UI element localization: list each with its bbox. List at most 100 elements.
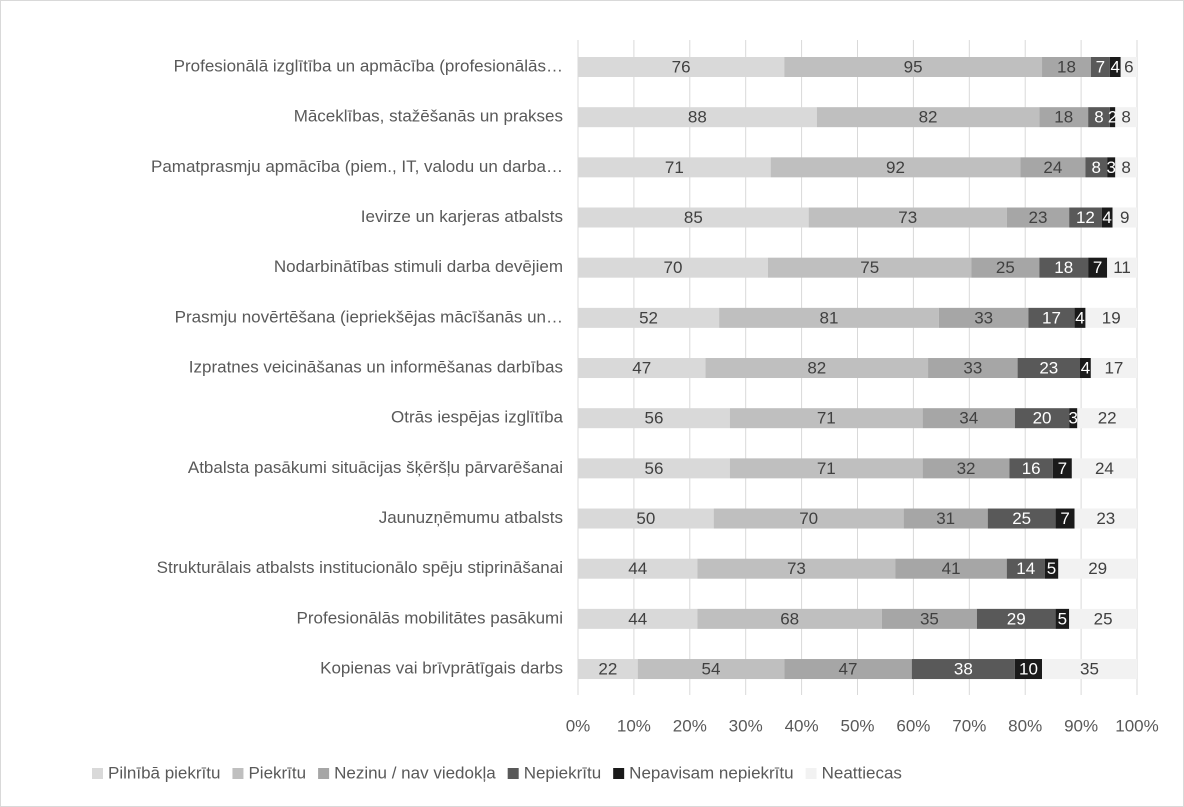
data-label: 44 xyxy=(628,609,647,628)
data-label: 71 xyxy=(817,409,836,428)
data-label: 70 xyxy=(664,258,683,277)
data-label: 6 xyxy=(1124,57,1133,76)
bar-segment xyxy=(971,257,1040,278)
data-label: 33 xyxy=(963,359,982,378)
x-tick-label: 90% xyxy=(1064,716,1098,735)
bar-segment xyxy=(903,508,988,529)
x-tick-label: 80% xyxy=(1008,716,1042,735)
data-label: 76 xyxy=(672,57,691,76)
bar-segment xyxy=(1069,608,1137,629)
data-label: 92 xyxy=(886,158,905,177)
bar-segment xyxy=(1069,408,1078,429)
data-label: 47 xyxy=(632,359,651,378)
bar-segment xyxy=(1090,358,1137,379)
bar-segment xyxy=(578,307,720,328)
data-label: 88 xyxy=(688,108,707,127)
bar-segment xyxy=(881,608,977,629)
x-tick-label: 100% xyxy=(1115,716,1158,735)
legend-swatch xyxy=(232,768,244,779)
legend-label: Nepiekrītu xyxy=(524,763,601,782)
x-tick-label: 60% xyxy=(896,716,930,735)
data-label: 10 xyxy=(1019,660,1038,679)
bar-segment xyxy=(770,157,1021,178)
bar-segment xyxy=(1074,508,1137,529)
bar-segment xyxy=(938,307,1029,328)
data-label: 11 xyxy=(1113,258,1131,277)
data-label: 35 xyxy=(1080,660,1099,679)
data-label: 18 xyxy=(1054,258,1073,277)
data-label: 22 xyxy=(598,660,617,679)
data-label: 34 xyxy=(959,409,978,428)
data-label: 56 xyxy=(645,409,664,428)
bar-segment xyxy=(578,257,768,278)
bar-segment xyxy=(1006,207,1070,228)
bar-segment xyxy=(729,408,923,429)
bar-segment xyxy=(1109,57,1121,77)
bar-segment xyxy=(1107,257,1137,278)
x-tick-label: 10% xyxy=(617,716,651,735)
bar-segment xyxy=(578,608,698,629)
data-label: 95 xyxy=(904,57,923,76)
data-label: 3 xyxy=(1106,158,1115,177)
y-tick-label: Profesionālā izglītība un apmācība (prof… xyxy=(174,56,563,75)
data-label: 47 xyxy=(839,660,858,679)
data-label: 4 xyxy=(1102,208,1111,227)
y-tick-label: Kopienas vai brīvprātīgais darbs xyxy=(320,659,563,678)
bar-segment xyxy=(578,207,809,228)
bar-segment xyxy=(784,659,912,680)
data-label: 14 xyxy=(1016,559,1035,578)
bar-segment xyxy=(922,458,1010,479)
legend-swatch xyxy=(805,768,817,779)
legend-swatch xyxy=(613,768,625,779)
bar-segment xyxy=(697,608,882,629)
data-label: 23 xyxy=(1039,359,1058,378)
bar-segment xyxy=(1077,408,1137,429)
data-label: 7 xyxy=(1093,258,1102,277)
bar-segment xyxy=(767,257,972,278)
data-label: 5 xyxy=(1058,609,1067,628)
data-label: 81 xyxy=(820,308,839,327)
legend-swatch xyxy=(507,768,519,779)
x-tick-label: 50% xyxy=(840,716,874,735)
data-label: 73 xyxy=(787,559,806,578)
legend-label: Neattiecas xyxy=(822,763,902,782)
bar-segment xyxy=(1042,57,1091,77)
data-label: 52 xyxy=(639,308,658,327)
legend-label: Piekrītu xyxy=(248,763,306,782)
bar-segment xyxy=(1052,458,1072,479)
y-tick-label: Atbalsta pasākumi situācijas šķēršļu pār… xyxy=(188,458,563,477)
data-label: 4 xyxy=(1081,359,1090,378)
bar-segment xyxy=(1039,107,1089,128)
data-label: 23 xyxy=(1096,509,1115,528)
bar-segment xyxy=(578,57,785,77)
data-label: 71 xyxy=(665,158,684,177)
bar-segment xyxy=(1020,157,1086,178)
data-label: 9 xyxy=(1120,208,1129,227)
y-tick-label: Jaunuzņēmumu atbalsts xyxy=(379,508,563,527)
bar-segment xyxy=(1085,157,1108,178)
bar-segment xyxy=(1014,659,1043,680)
data-label: 41 xyxy=(942,559,961,578)
y-tick-label: Prasmju novērtēšana (iepriekšējas mācīša… xyxy=(175,307,563,326)
bar-segment xyxy=(1069,207,1102,228)
data-label: 8 xyxy=(1092,158,1101,177)
x-tick-label: 40% xyxy=(785,716,819,735)
data-label: 50 xyxy=(636,509,655,528)
legend-label: Nepavisam nepiekrītu xyxy=(629,763,793,782)
bar-segment xyxy=(895,558,1007,579)
data-label: 3 xyxy=(1068,409,1077,428)
bar-segment xyxy=(1042,659,1137,680)
bar-segment xyxy=(1014,408,1070,429)
bar-segment xyxy=(1120,57,1137,77)
data-label: 22 xyxy=(1098,409,1117,428)
data-label: 71 xyxy=(817,459,836,478)
data-label: 7 xyxy=(1058,459,1067,478)
data-label: 16 xyxy=(1022,459,1041,478)
y-tick-label: Profesionālās mobilitātes pasākumi xyxy=(297,608,563,627)
bar-segment xyxy=(1085,307,1137,328)
data-label: 7 xyxy=(1060,509,1069,528)
data-label: 33 xyxy=(974,308,993,327)
data-label: 75 xyxy=(860,258,879,277)
data-label: 82 xyxy=(919,108,938,127)
